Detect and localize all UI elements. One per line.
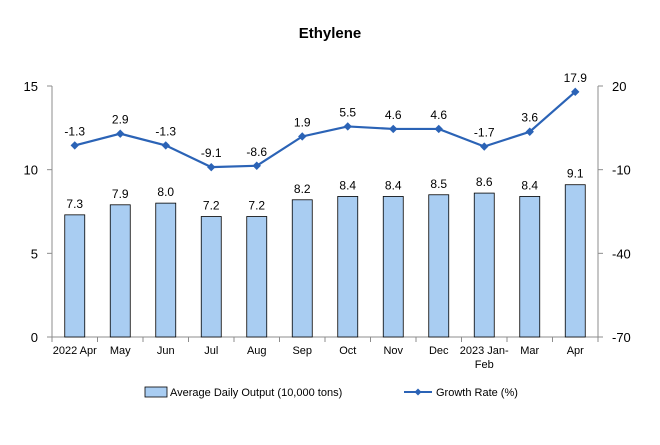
x-tick-label-line: 2023 Jan- bbox=[460, 345, 509, 357]
x-tick-label-line: Jun bbox=[157, 345, 175, 357]
legend-line-label: Growth Rate (%) bbox=[436, 387, 518, 399]
y-left-tick-label: 0 bbox=[31, 330, 38, 345]
line-value-label: -1.3 bbox=[155, 124, 176, 138]
bar-value-label: 8.5 bbox=[430, 177, 447, 191]
line-value-label: 2.9 bbox=[112, 113, 129, 127]
x-tick-label-line: Sep bbox=[292, 345, 312, 357]
line-point-marker bbox=[116, 129, 125, 138]
y-left-tick-label: 10 bbox=[24, 163, 38, 178]
bar bbox=[337, 196, 359, 338]
line-value-label: 1.9 bbox=[294, 115, 311, 129]
bar bbox=[155, 202, 177, 338]
axes: 0 5 10 15 -70 -40 -10 20 2022 Apr May Jun Jul Aug Sep… bbox=[24, 79, 631, 371]
data-labels: 7.3 7.9 8.0 7.2 7.2 8.2 8.4 8.4 8.5 8.6 8.4 9.1 -1.3… bbox=[64, 71, 587, 213]
bar bbox=[64, 214, 86, 338]
line-point-marker bbox=[298, 132, 307, 141]
bar bbox=[382, 196, 404, 338]
x-tick-label: 2023 Jan- Feb bbox=[460, 345, 509, 371]
bar bbox=[109, 204, 131, 338]
x-tick-label-line: May bbox=[110, 345, 131, 357]
line-value-label: 17.9 bbox=[564, 71, 588, 85]
line-value-label: -1.7 bbox=[474, 126, 495, 140]
y-right-tick-label: -70 bbox=[612, 330, 631, 345]
x-tick-label-line: Nov bbox=[383, 345, 403, 357]
x-tick-label: Mar bbox=[520, 345, 539, 357]
line-point-marker bbox=[70, 141, 79, 150]
bar-value-label: 7.2 bbox=[248, 199, 265, 213]
x-tick-label-line: 2022 Apr bbox=[53, 345, 97, 357]
x-tick-label-line: Oct bbox=[339, 345, 356, 357]
x-tick-label: Jun bbox=[157, 345, 175, 357]
bar bbox=[200, 216, 222, 338]
line-point-marker bbox=[525, 127, 534, 136]
legend-bar-swatch bbox=[144, 386, 168, 398]
line-point-marker bbox=[252, 161, 261, 170]
x-tick-label-line: Feb bbox=[475, 359, 494, 371]
line-value-label: 3.6 bbox=[521, 111, 538, 125]
legend-line-marker bbox=[414, 388, 422, 396]
line-value-label: -1.3 bbox=[64, 124, 85, 138]
line-series bbox=[70, 87, 580, 172]
bar-value-label: 7.9 bbox=[112, 187, 129, 201]
y-left-tick-label: 5 bbox=[31, 246, 38, 261]
growth-rate-line bbox=[74, 91, 576, 169]
bar-value-label: 8.6 bbox=[476, 175, 493, 189]
chart-title: Ethylene bbox=[299, 25, 362, 42]
line-point-marker bbox=[161, 141, 170, 150]
x-tick-label: Dec bbox=[429, 345, 449, 357]
x-tick-label-line: Dec bbox=[429, 345, 449, 357]
bar-value-label: 9.1 bbox=[567, 167, 584, 181]
y-left-tick-label: 15 bbox=[24, 79, 38, 94]
line-value-label: 4.6 bbox=[430, 108, 447, 122]
line-point-marker bbox=[434, 124, 443, 134]
line-point-marker bbox=[389, 124, 398, 134]
bar bbox=[246, 216, 268, 338]
y-right-tick-label: -10 bbox=[612, 163, 631, 178]
line-value-label: 4.6 bbox=[385, 108, 402, 122]
legend: Average Daily Output (10,000 tons) Growth… bbox=[144, 386, 518, 399]
line-value-label: -8.6 bbox=[246, 145, 267, 159]
bar bbox=[291, 199, 313, 338]
bar-value-label: 8.4 bbox=[385, 178, 402, 192]
x-tick-label: 2022 Apr bbox=[53, 345, 97, 357]
bar bbox=[564, 184, 586, 338]
line-point-marker bbox=[207, 162, 216, 172]
x-tick-label: Oct bbox=[339, 345, 356, 357]
bar bbox=[428, 194, 450, 338]
x-tick-label-line: Mar bbox=[520, 345, 539, 357]
x-tick-label: Jul bbox=[204, 345, 218, 357]
bar-value-label: 8.4 bbox=[521, 178, 538, 192]
bar-value-label: 7.2 bbox=[203, 199, 220, 213]
bar bbox=[473, 192, 495, 338]
line-point-marker bbox=[480, 142, 489, 151]
x-tick-label-line: Jul bbox=[204, 345, 218, 357]
bar-value-label: 8.2 bbox=[294, 182, 311, 196]
bar-series bbox=[64, 184, 586, 338]
y-right-tick-label: -40 bbox=[612, 246, 631, 261]
bar bbox=[519, 196, 541, 338]
x-tick-label: Nov bbox=[383, 345, 403, 357]
line-point-marker bbox=[571, 87, 580, 97]
x-tick-label: Aug bbox=[247, 345, 267, 357]
x-tick-label-line: Aug bbox=[247, 345, 267, 357]
bar-value-label: 8.4 bbox=[339, 178, 356, 192]
bar-value-label: 8.0 bbox=[157, 185, 174, 199]
line-value-label: -9.1 bbox=[201, 146, 222, 160]
legend-bar-label: Average Daily Output (10,000 tons) bbox=[170, 387, 342, 399]
line-point-marker bbox=[343, 122, 352, 131]
y-right-tick-label: 20 bbox=[612, 79, 626, 94]
line-value-label: 5.5 bbox=[339, 105, 356, 119]
x-tick-label: Sep bbox=[292, 345, 312, 357]
bar-value-label: 7.3 bbox=[66, 197, 83, 211]
x-tick-label: Apr bbox=[567, 345, 584, 357]
x-tick-label-line: Apr bbox=[567, 345, 584, 357]
x-tick-label: May bbox=[110, 345, 131, 357]
